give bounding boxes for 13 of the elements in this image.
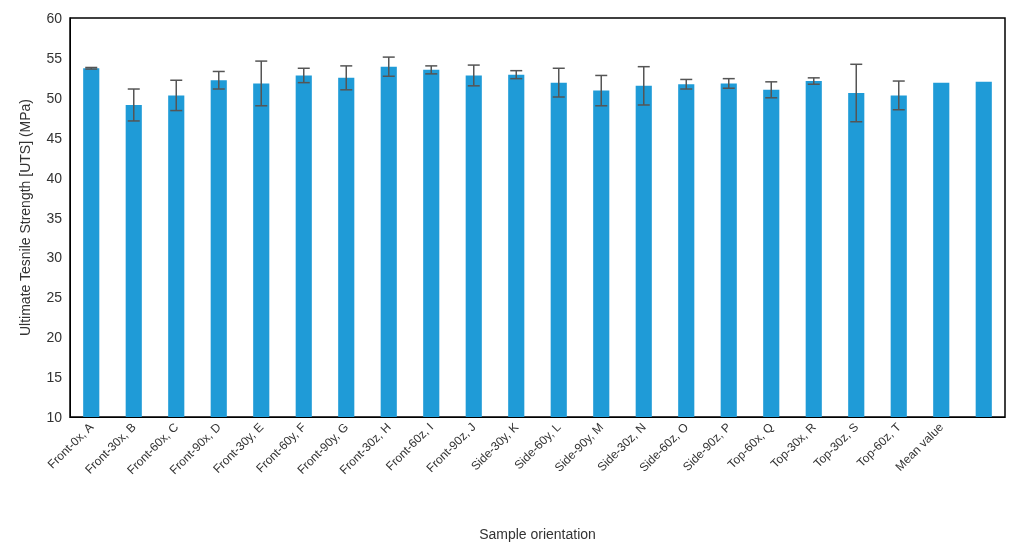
y-axis-title: Ultimate Tesnile Strength [UTS] (MPa) — [17, 98, 33, 337]
y-tick-label: 15 — [46, 369, 63, 386]
y-tick-label: 35 — [46, 209, 63, 226]
y-tick-label: 10 — [46, 409, 63, 425]
x-axis-title: Sample orientation — [479, 526, 596, 542]
y-tick-label: 60 — [46, 10, 63, 26]
y-tick-label: 20 — [46, 329, 63, 346]
y-tick-label: 55 — [46, 49, 63, 66]
y-tick-label: 45 — [46, 129, 63, 146]
y-tick-label: 30 — [46, 249, 63, 266]
y-tick-label: 40 — [46, 169, 63, 186]
y-tick-label: 25 — [46, 289, 63, 306]
y-tick-label: 50 — [46, 89, 63, 106]
